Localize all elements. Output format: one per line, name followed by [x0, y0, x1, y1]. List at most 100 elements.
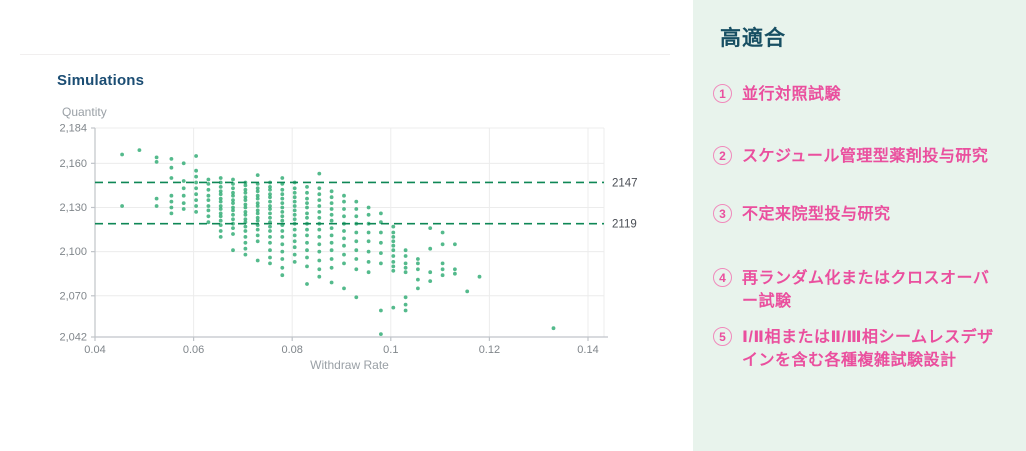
data-point	[206, 193, 211, 198]
data-point	[292, 245, 297, 250]
data-point	[416, 267, 420, 272]
data-point	[154, 155, 159, 160]
data-point	[292, 204, 297, 208]
data-point	[194, 154, 199, 158]
data-point	[354, 214, 359, 219]
data-point	[329, 201, 334, 205]
list-item: 2 スケジュール管理型薬剤投与研究	[713, 145, 1005, 168]
data-point	[268, 229, 272, 233]
data-point	[453, 242, 457, 247]
data-point	[354, 295, 359, 300]
x-axis-title: Withdraw Rate	[310, 358, 389, 372]
x-tick-label: 0.12	[479, 344, 500, 356]
data-point	[231, 212, 235, 217]
data-point	[379, 230, 383, 235]
data-point	[218, 204, 223, 208]
data-point	[206, 182, 211, 186]
data-point	[231, 248, 235, 253]
data-point	[292, 260, 297, 264]
data-point	[440, 273, 445, 278]
data-point	[243, 229, 248, 233]
data-point	[317, 235, 322, 239]
data-point	[181, 179, 186, 183]
data-point	[181, 161, 186, 166]
data-point	[280, 257, 285, 261]
data-point	[329, 240, 334, 245]
data-point	[169, 176, 174, 180]
data-point	[268, 240, 272, 245]
data-point	[194, 168, 199, 173]
list-item-label: 再ランダム化またはクロスオーバー試験	[742, 270, 990, 310]
x-tick-label: 0.06	[183, 344, 204, 356]
data-point	[305, 190, 309, 195]
data-point	[391, 268, 396, 273]
data-point	[329, 189, 334, 194]
data-point	[292, 186, 297, 191]
list-item-label: スケジュール管理型薬剤投与研究	[742, 148, 989, 165]
data-point	[231, 205, 235, 210]
data-point	[305, 248, 309, 253]
y-axis-title: Quantity	[62, 105, 107, 119]
data-point	[342, 261, 346, 266]
data-point	[317, 242, 322, 247]
data-point	[194, 186, 199, 191]
data-point	[391, 264, 396, 269]
data-point	[137, 148, 142, 152]
data-point	[416, 286, 420, 291]
data-point	[391, 230, 396, 235]
data-point	[206, 208, 211, 213]
data-point	[243, 190, 248, 195]
data-point	[243, 183, 248, 188]
data-point	[329, 218, 334, 223]
data-point	[206, 187, 211, 192]
y-tick-label: 2,160	[59, 158, 87, 170]
data-point	[366, 205, 371, 210]
data-point	[255, 204, 260, 208]
data-point	[366, 249, 371, 254]
data-point	[280, 218, 285, 223]
data-point	[218, 229, 223, 233]
data-point	[403, 254, 408, 258]
data-point	[317, 204, 322, 208]
data-point	[268, 255, 272, 260]
data-point	[366, 239, 371, 244]
data-point	[305, 255, 309, 260]
data-point	[243, 252, 248, 257]
list-item: 4 再ランダム化またはクロスオーバー試験	[713, 267, 1005, 313]
x-tick-label: 0.14	[577, 344, 598, 356]
data-point	[231, 232, 235, 236]
data-point	[206, 204, 211, 208]
data-point	[317, 274, 322, 279]
data-point	[440, 230, 445, 235]
data-point	[206, 220, 211, 225]
data-point	[391, 254, 396, 258]
data-point	[280, 187, 285, 192]
data-point	[379, 211, 383, 216]
data-point	[181, 201, 186, 205]
data-point	[292, 252, 297, 257]
data-point	[391, 235, 396, 239]
data-point	[403, 308, 408, 313]
data-point	[206, 177, 211, 182]
data-point	[280, 242, 285, 247]
data-point	[391, 243, 396, 248]
data-point	[428, 270, 433, 275]
data-point	[255, 186, 260, 191]
data-point	[218, 211, 223, 216]
data-point	[268, 235, 272, 239]
data-point	[317, 249, 322, 254]
data-point	[305, 233, 309, 238]
y-tick-label: 2,070	[59, 290, 87, 302]
data-point	[329, 195, 334, 200]
data-point	[305, 211, 309, 216]
data-point	[317, 171, 322, 176]
data-point	[206, 214, 211, 219]
data-point	[329, 226, 334, 231]
data-point	[403, 248, 408, 253]
x-tick-label: 0.1	[383, 344, 398, 356]
list-item: 1 並行対照試験	[713, 83, 1005, 106]
data-point	[305, 196, 309, 201]
data-point	[194, 204, 199, 208]
data-point	[218, 199, 223, 204]
data-point	[169, 193, 174, 198]
